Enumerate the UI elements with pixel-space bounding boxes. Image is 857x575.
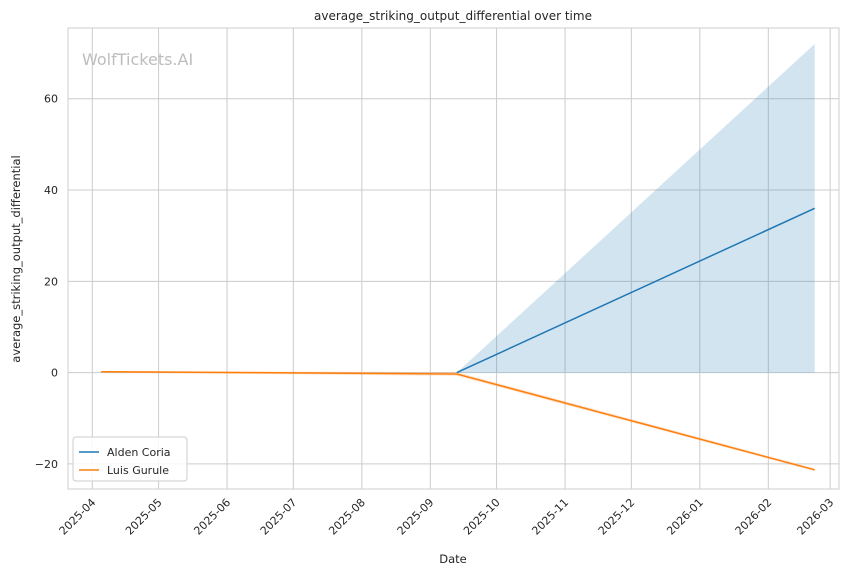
confidence-band-alden-coria xyxy=(456,43,815,373)
legend: Alden Coria Luis Gurule xyxy=(72,436,188,482)
y-axis-ticks: −20 0 20 40 60 xyxy=(35,93,58,471)
confidence-bands xyxy=(101,43,815,472)
legend-box xyxy=(72,436,188,482)
y-tick-label: 40 xyxy=(44,184,58,197)
legend-entry-label: Alden Coria xyxy=(107,446,171,459)
legend-entry-label: Luis Gurule xyxy=(107,464,169,477)
series-line-luis-gurule xyxy=(101,370,815,471)
chart-title: average_striking_output_differential ove… xyxy=(314,9,592,23)
y-tick-label: 60 xyxy=(44,93,58,106)
grid-lines xyxy=(68,28,839,489)
y-axis-label: average_striking_output_differential xyxy=(9,155,23,362)
y-tick-label: 20 xyxy=(44,275,58,288)
series-lines xyxy=(101,207,816,471)
y-tick-label: 0 xyxy=(51,367,58,380)
watermark: WolfTickets.AI xyxy=(82,50,193,69)
series-line-alden-coria xyxy=(456,207,816,374)
plot-frame xyxy=(67,27,840,490)
y-tick-label: −20 xyxy=(35,458,58,471)
x-axis-label: Date xyxy=(439,552,467,566)
